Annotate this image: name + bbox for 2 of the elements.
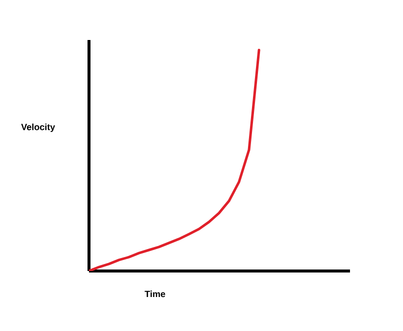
y-axis-title: Velocity	[21, 124, 56, 132]
x-axis-title: Time	[144, 290, 166, 298]
